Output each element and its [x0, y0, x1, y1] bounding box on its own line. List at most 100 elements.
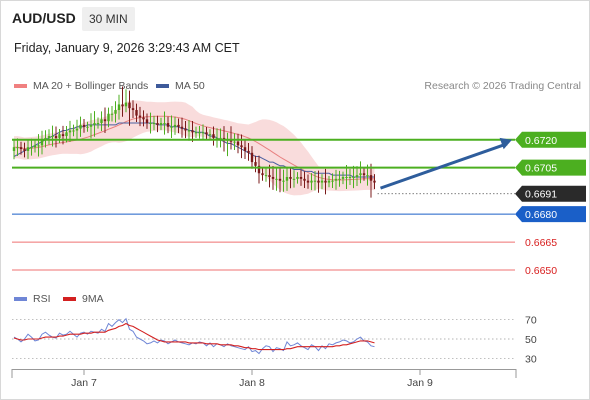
candle-body	[201, 132, 205, 134]
candle-body	[138, 115, 142, 118]
candle-body	[152, 123, 156, 125]
candle-body	[254, 162, 257, 166]
candle-body	[16, 147, 19, 149]
candle-body	[142, 117, 145, 120]
candle-body	[170, 126, 173, 128]
candle-body	[271, 176, 275, 179]
candle	[163, 111, 166, 135]
candle-body	[362, 173, 366, 176]
candle	[107, 107, 110, 128]
candle	[117, 94, 121, 120]
candle-body	[86, 126, 89, 128]
candle-body	[131, 108, 135, 111]
candle-body	[296, 176, 299, 179]
candle-body	[51, 136, 54, 138]
candle-body	[47, 136, 51, 138]
candle-body	[61, 134, 65, 137]
candle	[47, 129, 51, 145]
candle	[30, 138, 33, 156]
candle-body	[177, 124, 180, 127]
timeframe-badge[interactable]: 30 MIN	[82, 7, 135, 31]
candle	[61, 125, 65, 145]
candle-body	[338, 178, 341, 180]
candle-body	[107, 113, 110, 122]
candle	[128, 90, 131, 126]
candle-body	[110, 113, 114, 115]
candle-body	[194, 132, 198, 134]
candle	[313, 170, 317, 191]
candle	[79, 116, 82, 137]
bollinger-band	[14, 100, 375, 196]
candle-body	[264, 175, 268, 177]
candle-body	[37, 145, 40, 147]
legend-ma50-swatch	[156, 84, 169, 88]
candle-body	[310, 180, 313, 183]
candle	[306, 174, 310, 189]
candle	[355, 166, 359, 187]
candle	[331, 173, 334, 189]
candle	[215, 128, 219, 148]
rsi-tick-30: 30	[525, 353, 537, 365]
candle	[110, 105, 114, 122]
candle	[334, 169, 338, 190]
candle-body	[240, 145, 243, 148]
resistance-label-0: 0.6720	[525, 135, 557, 147]
candle-body	[198, 132, 201, 134]
candle	[208, 129, 212, 140]
candle	[254, 155, 257, 173]
rsi-line	[13, 317, 375, 355]
candle	[142, 110, 145, 127]
candle-body	[327, 180, 331, 183]
candle-body	[128, 102, 131, 109]
candle	[177, 118, 180, 134]
legend-rsi: RSI	[14, 293, 51, 305]
candle-body	[219, 137, 222, 139]
candle-body	[33, 145, 37, 148]
candle-body	[159, 123, 163, 125]
candle-body	[341, 176, 345, 179]
candle-body	[114, 110, 117, 114]
candle-body	[285, 176, 289, 181]
candle	[16, 138, 19, 157]
candle-body	[82, 124, 86, 127]
candle-body	[355, 175, 359, 177]
candle	[72, 124, 75, 137]
forecast-arrow-shaft	[380, 142, 508, 190]
research-credit: Research © 2026 Trading Central	[424, 80, 581, 92]
candle	[236, 133, 240, 154]
candle	[250, 146, 254, 169]
candle-body	[261, 173, 264, 176]
candle	[212, 126, 215, 146]
candle-body	[65, 132, 68, 137]
candle	[187, 120, 191, 141]
current-price-label: 0.6691	[525, 189, 557, 201]
candle-body	[215, 137, 219, 139]
candle	[373, 174, 376, 190]
candle-body	[282, 180, 285, 182]
candle-body	[117, 104, 121, 111]
candle-body	[331, 180, 334, 182]
x-tick-label-1: Jan 8	[239, 377, 265, 389]
candle	[194, 126, 198, 139]
candle	[240, 134, 243, 159]
candle-body	[205, 132, 208, 135]
candle	[324, 168, 327, 195]
candle	[19, 141, 23, 155]
candle	[54, 126, 58, 148]
x-tick-label-2: Jan 9	[407, 377, 433, 389]
candle-body	[100, 119, 103, 124]
candle	[149, 112, 152, 134]
candle	[247, 143, 250, 161]
candle-body	[345, 176, 348, 178]
candle-body	[145, 119, 149, 124]
candle-body	[348, 176, 352, 178]
candle-body	[289, 176, 292, 179]
candle	[124, 89, 128, 113]
candle-body	[75, 128, 79, 131]
candle	[51, 125, 54, 147]
candle	[264, 168, 268, 182]
candle	[170, 115, 173, 138]
candle-body	[292, 178, 296, 180]
pivot-label-2: 0.6680	[525, 209, 557, 221]
timestamp: Friday, January 9, 2026 3:29:43 AM CET	[14, 41, 240, 55]
